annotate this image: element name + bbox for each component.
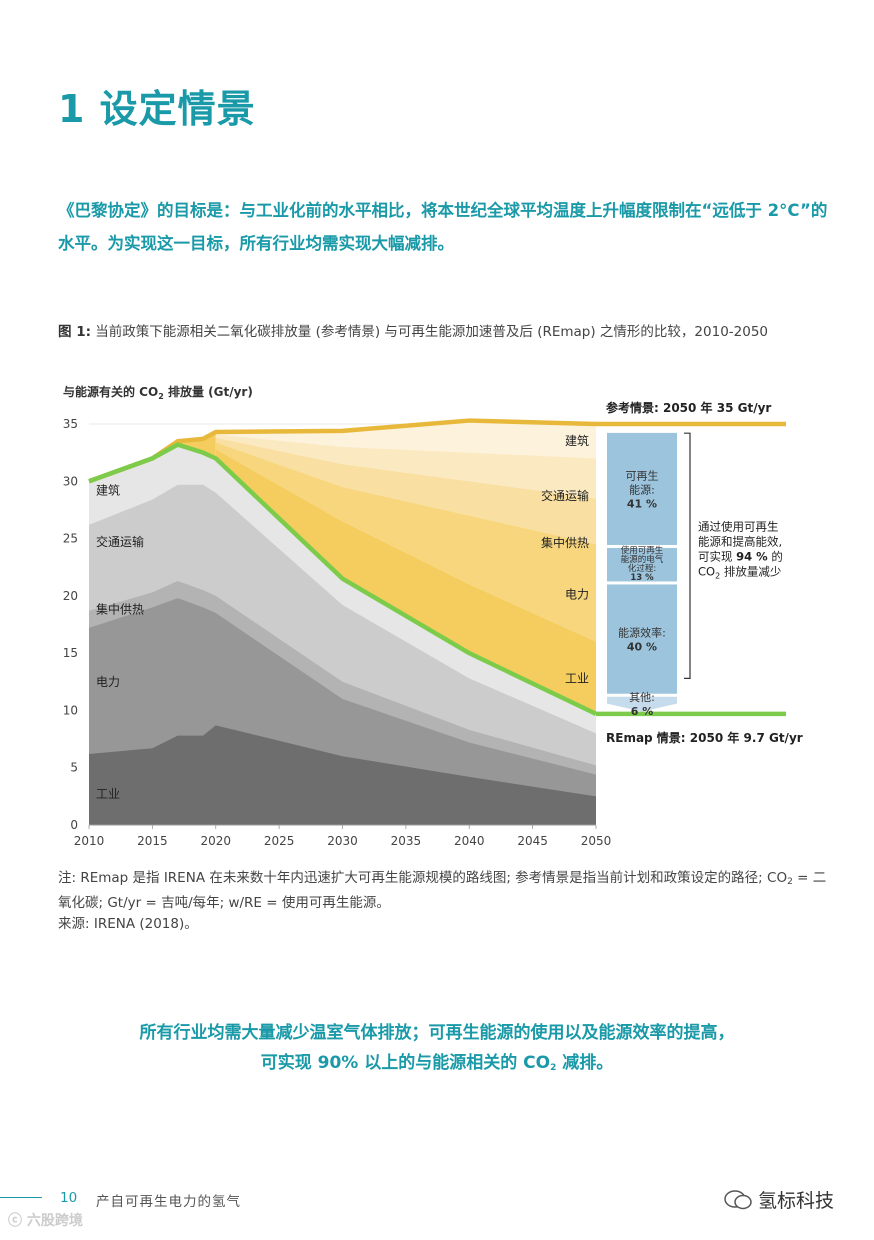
x-tick-label: 2045 (517, 834, 548, 848)
right-annotations: 参考情景: 2050 年 35 Gt/yr REmap 情景: 2050 年 9.… (606, 400, 803, 745)
summary-line-2: 能源和提高能效, (698, 535, 782, 549)
page-title: 1 设定情景 (58, 87, 256, 131)
note-text: 注: REmap 是指 IRENA 在未来数十年内迅速扩大可再生能源规模的路线图… (58, 870, 827, 911)
y-tick-label: 10 (63, 703, 78, 717)
figure-notes: 注: REmap 是指 IRENA 在未来数十年内迅速扩大可再生能源规模的路线图… (58, 868, 838, 935)
wechat-icon (724, 1189, 752, 1209)
left-label-1: 交通运输 (96, 534, 144, 549)
summary-line-4: CO2 排放量减少 (698, 565, 781, 581)
x-tick-label: 2030 (327, 834, 358, 848)
x-tick-label: 2010 (74, 834, 105, 848)
bracket (684, 432, 691, 679)
page-number: 10 (60, 1190, 78, 1206)
remap-line (88, 442, 597, 716)
band-heat (215, 437, 596, 545)
footer-rule (0, 1197, 42, 1198)
left-label-2: 集中供热 (96, 602, 144, 617)
summary-line-3: 可实现 94 % 的 (698, 550, 783, 564)
breakdown-box-3 (607, 696, 677, 712)
x-tick-label: 2050 (581, 834, 612, 848)
emissions-chart: 与能源有关的 CO2 排放量 (Gt/yr) 05101520253035201… (63, 384, 803, 848)
area-industry (89, 725, 596, 825)
breakdown-label: 使用可再生 (621, 545, 664, 556)
watermark-left: ⓒ 六股跨境 (8, 1213, 83, 1229)
y-tick-label: 25 (63, 532, 78, 546)
footer-title: 产自可再生电力的氢气 (96, 1194, 241, 1210)
y-axis-title: 与能源有关的 CO2 排放量 (Gt/yr) (63, 384, 253, 401)
breakdown-box-1 (607, 547, 677, 582)
x-tick-label: 2035 (391, 834, 422, 848)
x-tick-label: 2025 (264, 834, 295, 848)
x-tick-label: 2040 (454, 834, 485, 848)
right-label-2: 集中供热 (541, 535, 589, 550)
emission-areas (89, 420, 596, 825)
intro-paragraph: 《巴黎协定》的目标是：与工业化前的水平相比，将本世纪全球平均温度上升幅度限制在“… (58, 201, 828, 253)
watermark-right: 氢标科技 (724, 1186, 834, 1213)
quote-line-2: 可实现 90% 以上的与能源相关的 CO2 减排。 (260, 1053, 614, 1073)
y-tick-label: 20 (63, 589, 78, 603)
highlight-quote: 所有行业均需大量减少温室气体排放；可再生能源的使用以及能源效率的提高， 可实现 … (40, 1018, 834, 1083)
reference-label: 参考情景: 2050 年 35 Gt/yr (606, 400, 771, 415)
band-industry (215, 449, 596, 714)
right-label-0: 建筑 (565, 433, 589, 448)
y-tick-label: 35 (63, 417, 78, 431)
breakdown-value: 6 % (631, 705, 654, 718)
figure-caption-text: 当前政策下能源相关二氧化碳排放量 (参考情景) 与可再生能源加速普及后 (REm… (95, 324, 769, 340)
scenario-lines (88, 418, 786, 717)
band-transport (215, 434, 596, 499)
breakdown-label: 能源的电气 (621, 554, 664, 565)
breakdown-value: 40 % (627, 641, 657, 654)
breakdown-label: 化过程: (628, 563, 656, 574)
remap-label: REmap 情景: 2050 年 9.7 Gt/yr (606, 730, 803, 745)
breakdown-value: 13 % (630, 573, 654, 583)
right-label-3: 电力 (565, 588, 589, 602)
x-tick-label: 2015 (137, 834, 168, 848)
band-power (215, 442, 596, 642)
breakdown-label: 能源效率: (618, 626, 666, 640)
figure-label: 图 1: (58, 324, 91, 340)
left-label-3: 电力 (96, 675, 120, 689)
band-buildings (215, 420, 596, 459)
y-tick-label: 15 (63, 646, 78, 660)
watermark-logo-icon: ⓒ (8, 1213, 27, 1229)
y-tick-label: 30 (63, 474, 78, 488)
left-label-4: 工业 (96, 787, 120, 801)
breakdown-label: 其他: (629, 691, 655, 704)
y-tick-label: 5 (70, 761, 78, 775)
breakdown-box-2 (607, 584, 677, 694)
right-label-4: 工业 (565, 671, 589, 685)
quote-line-1: 所有行业均需大量减少温室气体排放；可再生能源的使用以及能源效率的提高， (139, 1023, 735, 1043)
figure-caption: 图 1: 当前政策下能源相关二氧化碳排放量 (参考情景) 与可再生能源加速普及后… (58, 322, 818, 342)
right-label-1: 交通运输 (541, 488, 589, 503)
breakdown-label: 能源: (629, 482, 655, 496)
source-text: 来源: IRENA (2018)。 (58, 916, 198, 932)
x-tick-label: 2020 (200, 834, 231, 848)
left-label-0: 建筑 (96, 482, 120, 497)
breakdown-value: 41 % (627, 497, 657, 510)
breakdown-box-0 (607, 432, 677, 545)
summary-line-1: 通过使用可再生 (698, 520, 779, 534)
breakdown-label: 可再生 (626, 468, 659, 482)
y-tick-label: 0 (70, 818, 78, 832)
